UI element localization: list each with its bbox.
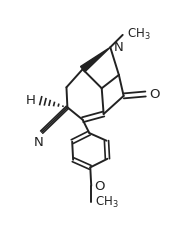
- Polygon shape: [80, 48, 110, 73]
- Text: CH$_3$: CH$_3$: [127, 27, 151, 42]
- Text: N: N: [114, 41, 123, 54]
- Text: N: N: [34, 135, 44, 148]
- Text: CH$_3$: CH$_3$: [95, 194, 118, 209]
- Text: O: O: [149, 88, 160, 101]
- Text: O: O: [95, 180, 105, 193]
- Text: H: H: [26, 94, 36, 107]
